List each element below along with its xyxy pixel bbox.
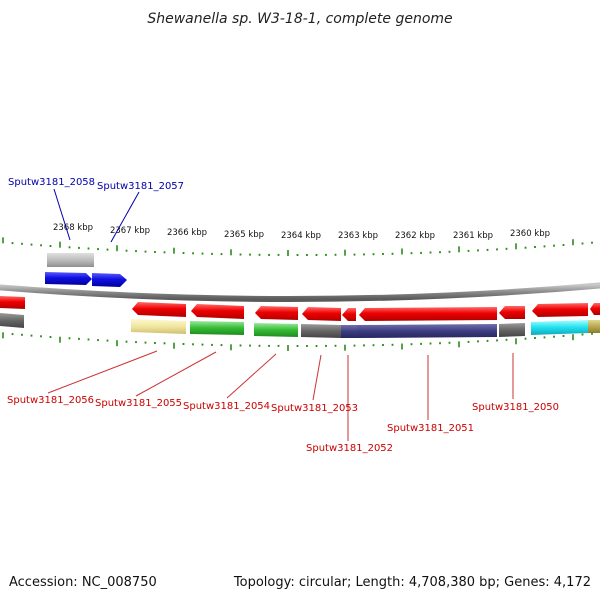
reverse-gene-arrow[interactable]	[191, 304, 244, 319]
reverse-gene-arrow[interactable]	[590, 303, 600, 315]
leader-line	[312, 354, 322, 401]
function-band	[341, 325, 357, 338]
function-band	[588, 320, 600, 333]
reverse-gene-arrow[interactable]	[0, 296, 25, 309]
gene-label-2051[interactable]: Sputw3181_2051	[387, 423, 474, 434]
function-band	[190, 321, 244, 335]
reverse-gene-labels: Sputw3181_2056 Sputw3181_2055 Sputw3181_…	[7, 350, 559, 454]
function-band	[254, 323, 298, 337]
map-title: Shewanella sp. W3-18-1, complete genome	[147, 11, 452, 27]
gene-label-2055[interactable]: Sputw3181_2055	[95, 398, 182, 409]
reverse-strand-genes	[0, 296, 600, 321]
forward-gene-arrow[interactable]	[92, 273, 127, 287]
leader-line	[135, 351, 217, 397]
forward-strand-genes	[45, 253, 127, 287]
outer-scale-ticks	[2, 237, 593, 256]
kbp-scale-labels: 2368 kbp 2367 kbp 2366 kbp 2365 kbp 2364…	[53, 223, 550, 241]
inner-scale-ticks	[2, 332, 593, 351]
reverse-gene-arrow[interactable]	[255, 306, 298, 320]
kbp-label: 2366 kbp	[167, 228, 207, 238]
kbp-label: 2361 kbp	[453, 231, 493, 241]
function-band	[0, 313, 24, 328]
forward-gene-shadow	[47, 253, 94, 267]
accession-text: Accession: NC_008750	[9, 575, 157, 590]
kbp-label: 2362 kbp	[395, 231, 435, 241]
function-band	[301, 324, 341, 338]
kbp-label: 2363 kbp	[338, 231, 378, 241]
reverse-gene-arrow[interactable]	[499, 306, 525, 319]
gene-label-2058[interactable]: Sputw3181_2058	[8, 177, 95, 188]
gene-label-2052[interactable]: Sputw3181_2052	[306, 443, 393, 454]
function-band	[131, 319, 186, 334]
genome-summary-text: Topology: circular; Length: 4,708,380 bp…	[233, 575, 591, 590]
function-band	[499, 323, 525, 337]
kbp-label: 2368 kbp	[53, 223, 93, 233]
forward-gene-labels: Sputw3181_2058 Sputw3181_2057	[8, 177, 184, 243]
reverse-gene-arrow[interactable]	[532, 303, 588, 317]
reverse-gene-arrow[interactable]	[342, 308, 356, 321]
leader-line	[53, 188, 71, 241]
reverse-gene-arrow[interactable]	[302, 307, 341, 321]
reverse-gene-arrow[interactable]	[359, 307, 497, 321]
gene-label-2054[interactable]: Sputw3181_2054	[183, 401, 270, 412]
gene-function-bands	[0, 313, 600, 338]
gene-label-2053[interactable]: Sputw3181_2053	[271, 403, 358, 414]
leader-line	[226, 353, 277, 399]
reverse-gene-arrow[interactable]	[132, 302, 186, 317]
kbp-label: 2360 kbp	[510, 229, 550, 239]
leader-line	[47, 350, 158, 394]
gene-label-2056[interactable]: Sputw3181_2056	[7, 395, 94, 406]
genome-backbone	[0, 282, 600, 303]
leader-line	[110, 191, 140, 243]
function-band	[531, 320, 588, 335]
kbp-label: 2367 kbp	[110, 226, 150, 236]
forward-gene-arrow[interactable]	[45, 272, 92, 285]
gene-label-2050[interactable]: Sputw3181_2050	[472, 402, 559, 413]
kbp-label: 2364 kbp	[281, 231, 321, 241]
gene-label-2057[interactable]: Sputw3181_2057	[97, 181, 184, 192]
kbp-label: 2365 kbp	[224, 230, 264, 240]
function-band	[357, 324, 497, 338]
